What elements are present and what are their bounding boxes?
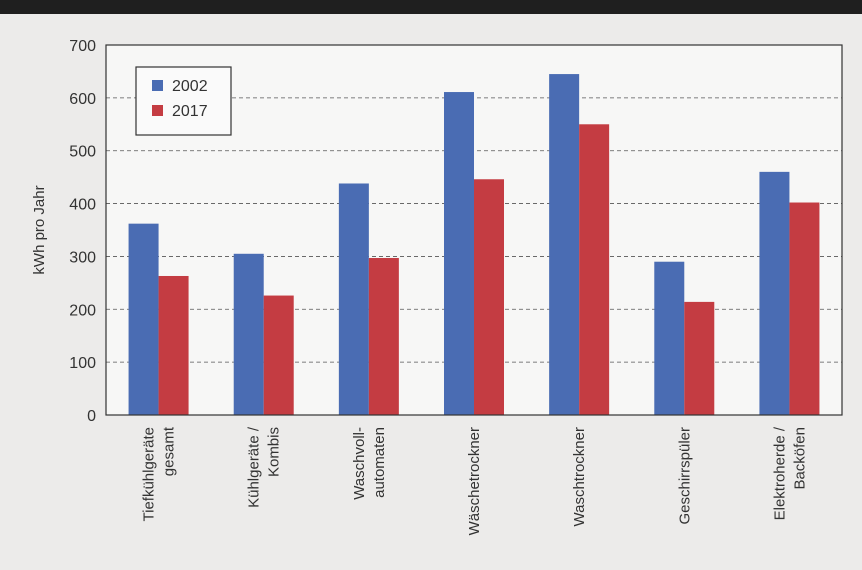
- bar-2017: [158, 275, 189, 415]
- y-tick-label: 700: [69, 38, 96, 55]
- bar-2002: [549, 74, 580, 416]
- legend-swatch: [152, 80, 163, 91]
- bar-2017: [684, 301, 715, 415]
- y-tick-label: 600: [69, 91, 96, 108]
- legend-swatch: [152, 105, 163, 116]
- x-tick-label: Waschvoll-: [351, 427, 368, 500]
- x-tick-label: Tiefkühlgeräte: [141, 427, 158, 522]
- bar-2002: [759, 171, 790, 415]
- x-tick-label: Elektroherde /: [771, 426, 788, 520]
- y-tick-label: 100: [69, 355, 96, 372]
- y-tick-label: 500: [69, 144, 96, 161]
- y-tick-label: 300: [69, 249, 96, 266]
- x-tick-label: Kombis: [266, 427, 283, 477]
- legend: 2002 2017: [135, 66, 232, 136]
- bar-2002: [233, 253, 264, 415]
- x-tick-label: gesamt: [161, 426, 178, 476]
- y-tick-label: 400: [69, 197, 96, 214]
- bar-2017: [368, 258, 399, 415]
- x-tick-label: Geschirrspüler: [676, 427, 693, 525]
- top-border-bar: [0, 0, 862, 14]
- bar-2017: [579, 124, 610, 416]
- plot-frame: [105, 44, 843, 416]
- bar-2017: [474, 179, 504, 415]
- bar-2002: [654, 261, 685, 415]
- bar-2017: [789, 202, 820, 415]
- bar-2017: [263, 295, 294, 415]
- y-tick-label: 200: [69, 302, 96, 319]
- x-axis-labels: Tiefkühlgeräte gesamt Kühlgeräte / Kombis Wa…: [141, 426, 809, 535]
- x-tick-label: Waschtrockner: [571, 427, 588, 526]
- bar-2002: [128, 223, 159, 415]
- y-axis-ticks: 0 100 200 300 400 500 600 700: [69, 38, 96, 425]
- legend-box: [135, 66, 232, 136]
- y-tick-label: 0: [87, 408, 96, 425]
- y-axis-label: kWh pro Jahr: [31, 185, 48, 274]
- legend-label: 2002: [172, 78, 208, 95]
- x-tick-label: Wäschetrockner: [466, 427, 483, 535]
- bar-2002: [338, 183, 369, 415]
- x-tick-label: Kühlgeräte /: [246, 426, 263, 508]
- bar-2002: [444, 92, 474, 416]
- x-tick-label: Backöfen: [791, 427, 808, 490]
- legend-label: 2017: [172, 103, 208, 120]
- x-tick-label: automaten: [371, 427, 388, 498]
- bars-group: [128, 74, 820, 416]
